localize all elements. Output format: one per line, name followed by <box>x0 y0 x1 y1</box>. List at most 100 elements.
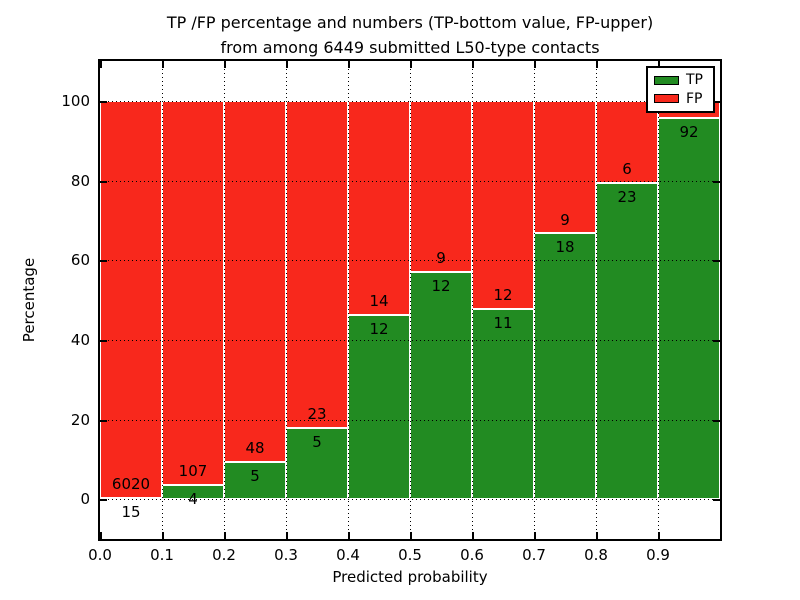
y-tick-mark <box>713 339 720 342</box>
legend-swatch-tp <box>654 75 679 85</box>
x-tick-mark <box>658 532 660 539</box>
bar-value-fp: 9 <box>436 248 446 267</box>
bar-value-tp: 15 <box>121 503 141 522</box>
y-tick-label: 40 <box>70 330 90 349</box>
bar-segment-fp <box>100 100 162 499</box>
y-tick-label: 60 <box>70 251 90 270</box>
gridline-vertical <box>286 61 287 539</box>
x-tick-mark <box>472 532 474 539</box>
plot-area: 15 6020 4 107 5 48 5 23 12 14 12 9 11 12 18 9 23 6 92 <box>100 61 720 539</box>
y-tick-mark <box>100 100 107 103</box>
bar-value-tp: 12 <box>431 276 451 295</box>
x-tick-label: 0.6 <box>460 546 484 564</box>
x-tick-mark <box>162 61 164 68</box>
legend-swatch-fp <box>654 94 679 104</box>
gridline-vertical <box>348 61 349 539</box>
bar-segment-fp <box>286 100 348 428</box>
y-tick-mark <box>100 419 107 422</box>
x-tick-label: 0.7 <box>522 546 546 564</box>
chart-title-line2: from among 6449 submitted L50-type conta… <box>220 38 600 57</box>
y-tick-label: 0 <box>80 490 90 509</box>
gridline-vertical <box>410 61 411 539</box>
y-tick-mark <box>713 260 720 263</box>
bar-value-fp: 9 <box>560 210 570 229</box>
y-axis-label-text: Percentage <box>20 257 39 343</box>
x-tick-label: 0.4 <box>336 546 360 564</box>
x-tick-label: 0.0 <box>88 546 112 564</box>
gridline-vertical <box>472 61 473 539</box>
x-tick-mark <box>348 532 350 539</box>
gridline-vertical <box>596 61 597 539</box>
bar-value-tp: 12 <box>369 320 389 339</box>
x-tick-mark <box>224 532 226 539</box>
x-tick-mark <box>410 532 412 539</box>
y-tick-mark <box>100 499 107 502</box>
x-axis-label: Predicted probability <box>332 568 488 586</box>
x-tick-mark <box>100 61 102 68</box>
bar-segment-tp <box>410 271 472 500</box>
bar-value-tp: 5 <box>312 432 322 451</box>
chart-title: TP /FP percentage and numbers (TP-bottom… <box>100 10 720 60</box>
legend-label-fp: FP <box>686 90 703 107</box>
y-tick-label: 80 <box>70 171 90 190</box>
x-tick-label: 0.2 <box>212 546 236 564</box>
x-tick-mark <box>472 61 474 68</box>
bar-segment-fp <box>348 100 410 316</box>
x-tick-label: 0.1 <box>150 546 174 564</box>
bar-value-fp: 6 <box>622 160 632 179</box>
chart-title-line1: TP /FP percentage and numbers (TP-bottom… <box>166 13 654 32</box>
gridline-vertical <box>534 61 535 539</box>
bar-segment-tp <box>534 233 596 500</box>
x-tick-label: 0.5 <box>398 546 422 564</box>
bar-segment-fp <box>472 100 534 309</box>
bar-value-fp: 6020 <box>111 475 151 494</box>
legend-item-fp: FP <box>654 92 707 106</box>
bar-segment-tp <box>472 308 534 500</box>
x-tick-mark <box>286 532 288 539</box>
bar-value-tp: 4 <box>188 489 198 508</box>
y-tick-mark <box>713 100 720 103</box>
y-tick-mark <box>100 260 107 263</box>
bar-value-tp: 23 <box>617 188 637 207</box>
bar-value-fp: 23 <box>307 404 327 423</box>
y-tick-label: 20 <box>70 410 90 429</box>
bar-value-fp: 14 <box>369 292 389 311</box>
bar-segment-tp <box>286 427 348 500</box>
y-tick-label: 100 <box>61 91 90 110</box>
gridline-vertical <box>224 61 225 539</box>
x-tick-mark <box>162 532 164 539</box>
y-tick-mark <box>713 499 720 502</box>
x-tick-mark <box>224 61 226 68</box>
bar-segment-tp <box>224 461 286 500</box>
x-tick-mark <box>534 61 536 68</box>
x-tick-mark <box>534 532 536 539</box>
y-tick-mark <box>100 339 107 342</box>
bar-value-fp: 12 <box>493 285 513 304</box>
x-tick-mark <box>286 61 288 68</box>
bar-value-fp: 48 <box>245 438 265 457</box>
y-tick-mark <box>100 180 107 183</box>
legend: TP FP <box>646 66 715 113</box>
x-tick-mark <box>596 532 598 539</box>
y-tick-mark <box>713 419 720 422</box>
x-tick-label: 0.8 <box>584 546 608 564</box>
y-tick-mark <box>713 180 720 183</box>
x-tick-mark <box>100 532 102 539</box>
bar-segment-fp <box>410 100 472 272</box>
bar-segment-fp <box>162 100 224 485</box>
bar-value-tp: 92 <box>679 122 699 141</box>
bar-segment-tp <box>658 117 720 500</box>
bar-segment-tp <box>348 315 410 500</box>
x-tick-mark <box>410 61 412 68</box>
x-tick-mark <box>658 61 660 68</box>
x-tick-mark <box>596 61 598 68</box>
bar-value-fp: 107 <box>178 461 208 480</box>
y-axis-label: Percentage <box>14 61 44 539</box>
bar-value-tp: 18 <box>555 238 575 257</box>
legend-item-tp: TP <box>654 73 707 87</box>
gridline-vertical <box>162 61 163 539</box>
bar-segment-fp <box>224 100 286 462</box>
legend-label-tp: TP <box>686 72 703 89</box>
bar-segment-tp <box>596 183 658 500</box>
